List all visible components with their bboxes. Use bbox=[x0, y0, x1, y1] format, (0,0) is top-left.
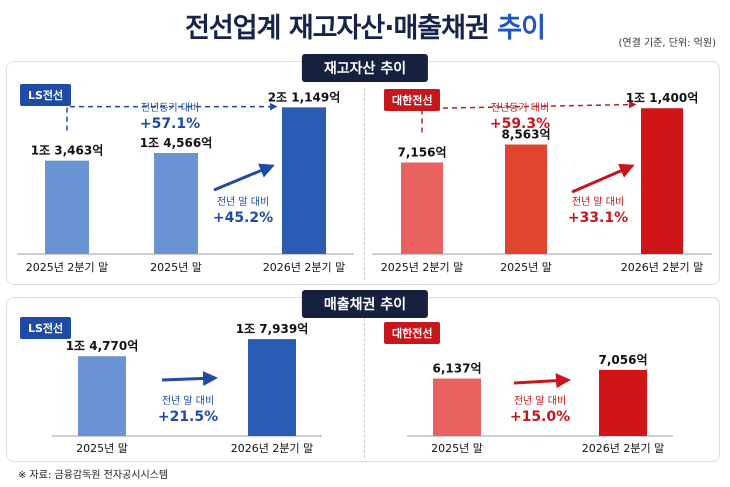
inventory-section bbox=[6, 61, 720, 285]
inventory-dh-badge: 대한전선 bbox=[384, 89, 441, 111]
inventory-ls-category-label-2: 2025년 말 bbox=[150, 261, 202, 274]
inventory-ls-category-label-3: 2026년 2분기 말 bbox=[263, 261, 345, 274]
inventory-dh-value-label-3: 1조 1,400억 bbox=[626, 91, 699, 105]
receivables-dh-category-label-2: 2026년 2분기 말 bbox=[582, 442, 664, 455]
inventory-ls-value-label-2: 1조 4,566억 bbox=[140, 136, 213, 150]
receivables-divider bbox=[364, 318, 365, 458]
receivables-ls-category-label-2: 2026년 2분기 말 bbox=[231, 442, 313, 455]
receivables-ls-value-label-1: 1조 4,770억 bbox=[66, 339, 139, 353]
inventory-dh-yoy-value: +59.3% bbox=[490, 116, 550, 132]
receivables-dh-ytd-label: 전년 말 대비 bbox=[514, 395, 566, 407]
inventory-ls-value-label-1: 1조 3,463억 bbox=[31, 144, 104, 158]
receivables-ls-category-label-1: 2025년 말 bbox=[76, 442, 128, 455]
inventory-ls-bar-1 bbox=[45, 160, 89, 254]
inventory-dh-yoy-arrow bbox=[421, 100, 637, 133]
receivables-dh-value-label-1: 6,137억 bbox=[433, 362, 482, 376]
inventory-dh-ytd-value: +33.1% bbox=[568, 210, 628, 226]
receivables-dh-value-label-2: 7,056억 bbox=[599, 353, 648, 367]
receivables-ls-ytd-arrow bbox=[161, 370, 218, 386]
receivables-dh-ytd-value: +15.0% bbox=[510, 409, 570, 425]
inventory-dh-bar-2 bbox=[505, 144, 547, 254]
unit-note: (연결 기준, 단위: 억원) bbox=[618, 38, 717, 49]
receivables-dh-badge: 대한전선 bbox=[384, 322, 441, 344]
page-title: 전선업계 재고자산·매출채권 추이 bbox=[0, 6, 730, 45]
receivables-ls-ytd-value: +21.5% bbox=[158, 409, 218, 425]
inventory-ls-yoy-value: +57.1% bbox=[140, 116, 200, 132]
inventory-dh-category-label-3: 2026년 2분기 말 bbox=[621, 261, 703, 274]
receivables-dh-category-label-1: 2025년 말 bbox=[431, 442, 483, 455]
inventory-ls-ytd-value: +45.2% bbox=[213, 210, 273, 226]
inventory-ls-value-label-3: 2조 1,149억 bbox=[268, 90, 341, 104]
inventory-dh-bar-1 bbox=[401, 162, 443, 254]
inventory-dh-value-label-1: 7,156억 bbox=[398, 145, 447, 159]
inventory-dh-value-label-2: 8,563억 bbox=[502, 128, 551, 142]
title-main: 전선업계 재고자산·매출채권 bbox=[185, 13, 490, 44]
receivables-section-title: 매출채권 추이 bbox=[301, 290, 429, 318]
inventory-dh-category-label-1: 2025년 2분기 말 bbox=[381, 261, 463, 274]
title-accent: 추이 bbox=[497, 13, 546, 44]
inventory-dh-ytd-arrow bbox=[571, 163, 635, 194]
receivables-dh-bar-1 bbox=[433, 378, 481, 436]
receivables-dh-ytd-arrow bbox=[513, 373, 571, 389]
inventory-ls-ytd-label: 전년 말 대비 bbox=[217, 196, 269, 208]
inventory-ls-badge: LS전선 bbox=[20, 84, 72, 106]
inventory-dh-yoy-label: 전년동기 대비 bbox=[491, 102, 549, 114]
inventory-ls-category-label-1: 2025년 2분기 말 bbox=[26, 261, 108, 274]
inventory-ls-ytd-arrow bbox=[213, 163, 275, 192]
inventory-dh-ytd-label: 전년 말 대비 bbox=[572, 196, 624, 208]
inventory-ls-yoy-arrow bbox=[66, 102, 278, 131]
receivables-ls-bar-1 bbox=[78, 356, 126, 436]
inventory-ls-bar-2 bbox=[154, 153, 198, 254]
receivables-ls-bar-2 bbox=[248, 339, 296, 436]
receivables-dh-bar-2 bbox=[599, 369, 647, 436]
receivables-ls-value-label-2: 1조 7,939억 bbox=[236, 322, 309, 336]
receivables-ls-badge: LS전선 bbox=[20, 317, 72, 339]
inventory-ls-bar-3 bbox=[282, 107, 326, 254]
inventory-dh-bar-3 bbox=[641, 108, 683, 254]
source-note: ※ 자료: 금융감독원 전자공시시스템 bbox=[18, 470, 169, 481]
inventory-dh-category-label-2: 2025년 말 bbox=[500, 261, 552, 274]
inventory-ls-yoy-label: 전년동기 대비 bbox=[141, 102, 199, 114]
inventory-divider bbox=[364, 88, 365, 280]
receivables-ls-ytd-label: 전년 말 대비 bbox=[162, 395, 214, 407]
inventory-section-title: 재고자산 추이 bbox=[301, 54, 429, 82]
